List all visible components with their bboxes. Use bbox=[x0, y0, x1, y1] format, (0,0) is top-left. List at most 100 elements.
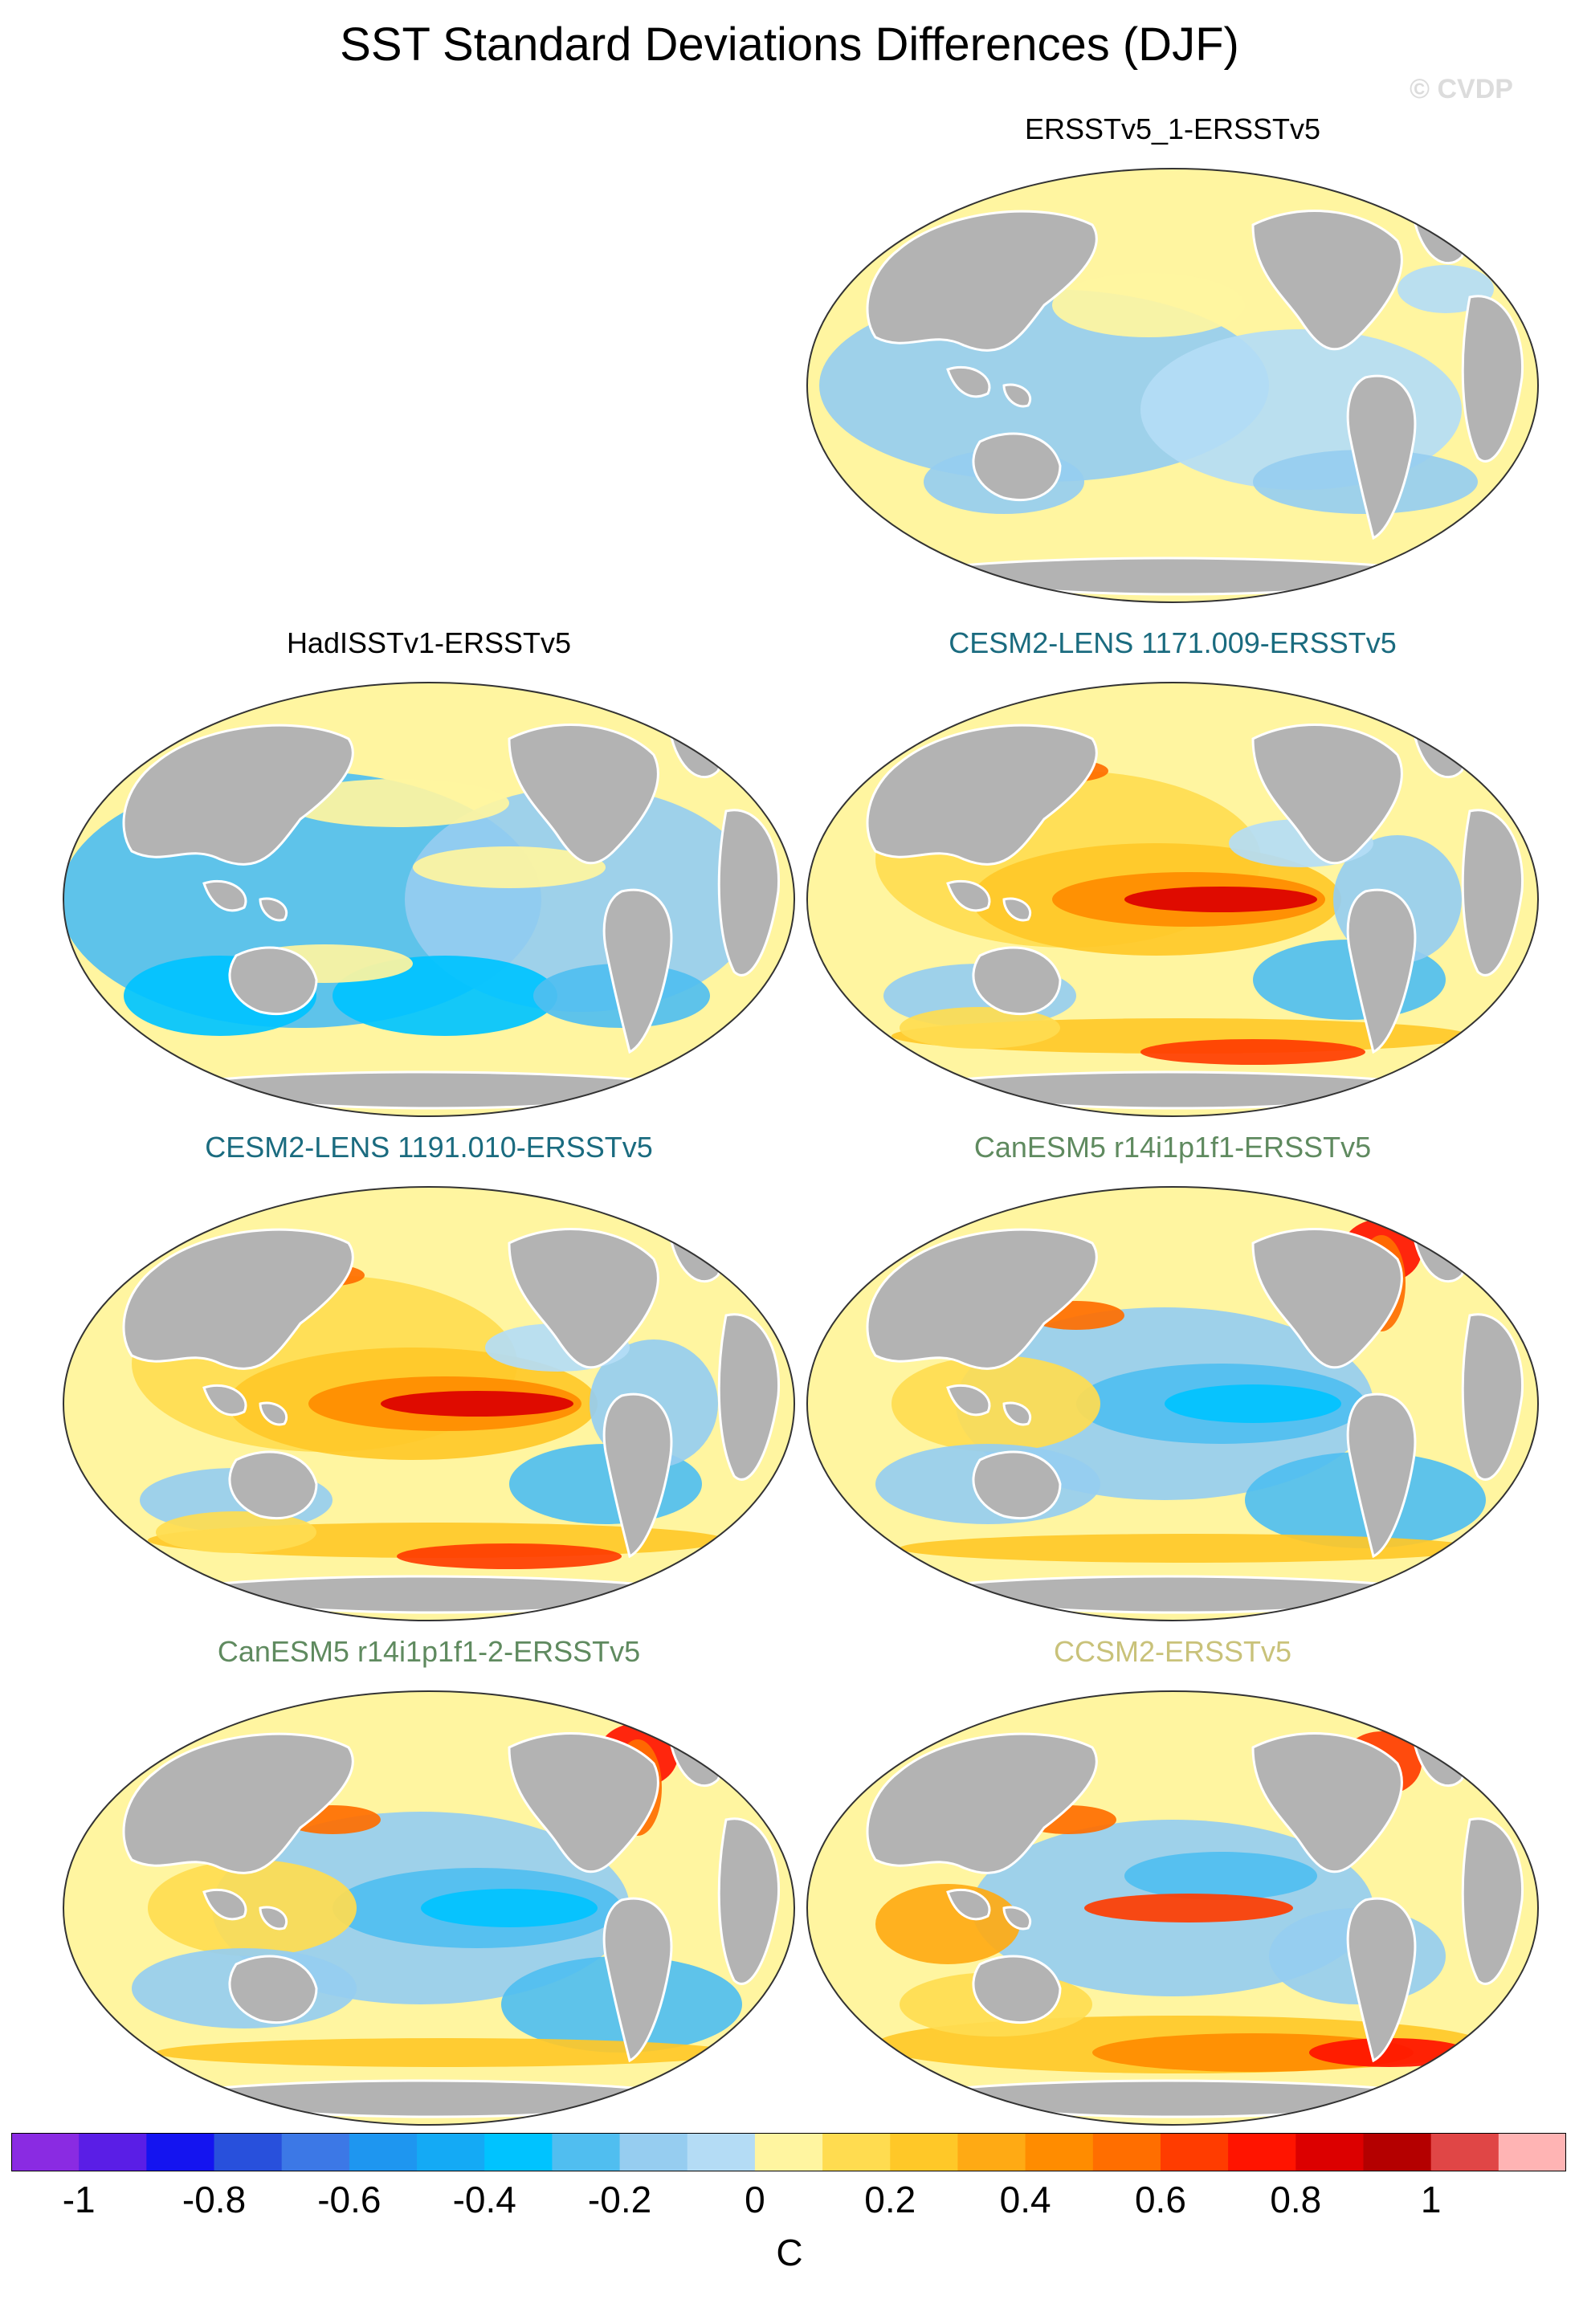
colorbar-tick-label: 0.6 bbox=[1134, 2179, 1186, 2220]
land-mass bbox=[202, 879, 247, 912]
colorbar-swatch bbox=[417, 2133, 485, 2171]
land-mass bbox=[717, 1313, 781, 1481]
sst-anomaly-region bbox=[1309, 2038, 1470, 2067]
colorbar-swatch bbox=[957, 2133, 1026, 2171]
land-mass bbox=[972, 946, 1062, 1016]
colorbar-swatch bbox=[619, 2133, 688, 2171]
colorbar-swatch bbox=[822, 2133, 891, 2171]
land-mass bbox=[1251, 1228, 1403, 1369]
land-mass bbox=[228, 946, 318, 1016]
land-mass bbox=[508, 1732, 659, 1873]
map-panel-cesm2-1171: CESM2-LENS 1171.009-ERSSTv5 bbox=[803, 626, 1542, 1117]
map-hadisst bbox=[63, 682, 795, 1117]
land-mass bbox=[1002, 1906, 1031, 1931]
land-mass bbox=[972, 432, 1062, 502]
land-mass bbox=[1346, 1897, 1417, 2063]
land-mass bbox=[946, 879, 991, 912]
land-mass bbox=[259, 897, 288, 922]
sst-anomaly-region bbox=[148, 1860, 357, 1956]
colorbar-swatch bbox=[1363, 2133, 1432, 2171]
land-mass bbox=[167, 1070, 690, 1110]
land-mass bbox=[122, 1732, 354, 1874]
sst-anomaly-region bbox=[421, 1889, 598, 1927]
map-ersstv5-1 bbox=[806, 168, 1539, 603]
land-mass bbox=[1002, 897, 1031, 922]
map-border bbox=[63, 1186, 795, 1621]
colorbar-swatch bbox=[214, 2133, 283, 2171]
map-panel-hadisst: HadISSTv1-ERSSTv5 bbox=[59, 626, 798, 1117]
sst-anomaly-region bbox=[284, 779, 509, 827]
panel-title: CanESM5 r14i1p1f1-ERSSTv5 bbox=[973, 1131, 1372, 1164]
panel-title: HadISSTv1-ERSSTv5 bbox=[286, 626, 572, 659]
land-mass bbox=[972, 1450, 1062, 1520]
land-mass bbox=[1461, 295, 1524, 463]
panel-title: ERSSTv5_1-ERSSTv5 bbox=[1024, 112, 1321, 145]
land-mass bbox=[602, 1897, 673, 2063]
colorbar-tick-label: 0.2 bbox=[864, 2179, 916, 2220]
panel-title: CESM2-LENS 1171.009-ERSSTv5 bbox=[949, 626, 1397, 659]
sst-anomaly-region bbox=[1124, 887, 1317, 912]
figure-title: SST Standard Deviations Differences (DJF… bbox=[340, 18, 1239, 71]
land-mass bbox=[1461, 1313, 1524, 1481]
land-mass bbox=[866, 1732, 1098, 1874]
sst-anomaly-region bbox=[1140, 1039, 1365, 1065]
land-mass bbox=[1251, 724, 1403, 865]
map-canesm5 bbox=[806, 1186, 1539, 1621]
panel-title: CESM2-LENS 1191.010-ERSSTv5 bbox=[205, 1131, 653, 1164]
colorbar-tick-label: 0.8 bbox=[1270, 2179, 1322, 2220]
colorbar-tick-label: -0.8 bbox=[182, 2179, 247, 2220]
map-border bbox=[806, 1186, 1539, 1621]
colorbar-swatch bbox=[1498, 2133, 1566, 2171]
panel-title: CanESM5 r14i1p1f1-2-ERSSTv5 bbox=[217, 1635, 641, 1668]
colorbar-swatch bbox=[1092, 2133, 1161, 2171]
sst-anomaly-region bbox=[413, 846, 606, 888]
map-panel-ccsm2: CCSM2-ERSSTv5 bbox=[803, 1635, 1542, 2126]
colorbar-labels: -1 -0.8 -0.6 -0.4 -0.2 0 0.2 0.4 0.6 0.8 1 bbox=[0, 2178, 1579, 2226]
colorbar bbox=[11, 2133, 1566, 2171]
colorbar-tick-label: 0.4 bbox=[999, 2179, 1051, 2220]
colorbar-units: C bbox=[776, 2232, 803, 2273]
sst-anomaly-region bbox=[900, 1007, 1060, 1049]
land-mass bbox=[946, 1384, 991, 1417]
map-border bbox=[806, 1690, 1539, 2126]
colorbar-tick-label: -1 bbox=[62, 2179, 96, 2220]
land-mass bbox=[1346, 374, 1417, 540]
colorbar-swatch bbox=[1025, 2133, 1094, 2171]
land-mass bbox=[866, 724, 1098, 866]
colorbar-swatch bbox=[349, 2133, 418, 2171]
colorbar-tick-label: 1 bbox=[1420, 2179, 1442, 2220]
colorbar-swatch bbox=[1295, 2133, 1364, 2171]
colorbar-swatch bbox=[281, 2133, 350, 2171]
land-mass bbox=[946, 1888, 991, 1921]
colorbar-swatch bbox=[79, 2133, 147, 2171]
sst-anomaly-region bbox=[156, 1511, 316, 1553]
land-mass bbox=[972, 1955, 1062, 2024]
map-cesm2-1191 bbox=[63, 1186, 795, 1621]
colorbar-swatch bbox=[1228, 2133, 1296, 2171]
map-border bbox=[806, 168, 1539, 603]
land-mass bbox=[167, 2079, 690, 2118]
land-mass bbox=[911, 1575, 1434, 1614]
land-mass bbox=[911, 2079, 1434, 2118]
panel-title: CCSM2-ERSSTv5 bbox=[1053, 1635, 1292, 1668]
land-mass bbox=[946, 365, 991, 398]
land-mass bbox=[602, 1392, 673, 1559]
colorbar-swatch bbox=[1160, 2133, 1229, 2171]
land-mass bbox=[1346, 888, 1417, 1054]
sst-anomaly-region bbox=[892, 1356, 1100, 1452]
colorbar-outline bbox=[11, 2133, 1566, 2171]
land-mass bbox=[122, 724, 354, 866]
colorbar-swatch bbox=[146, 2133, 215, 2171]
colorbar-swatch bbox=[687, 2133, 756, 2171]
map-panel-cesm2-1191: CESM2-LENS 1191.010-ERSSTv5 bbox=[59, 1131, 798, 1621]
land-mass bbox=[1346, 1392, 1417, 1559]
sst-anomaly-region bbox=[381, 1391, 573, 1417]
land-mass bbox=[1002, 1401, 1031, 1426]
sst-anomaly-region bbox=[900, 1534, 1478, 1563]
watermark: © CVDP bbox=[1410, 74, 1513, 104]
sst-anomaly-region bbox=[397, 1543, 622, 1569]
sst-anomaly-region bbox=[1052, 273, 1245, 337]
land-mass bbox=[866, 210, 1098, 352]
map-cesm2-1171 bbox=[806, 682, 1539, 1117]
land-mass bbox=[508, 724, 659, 865]
